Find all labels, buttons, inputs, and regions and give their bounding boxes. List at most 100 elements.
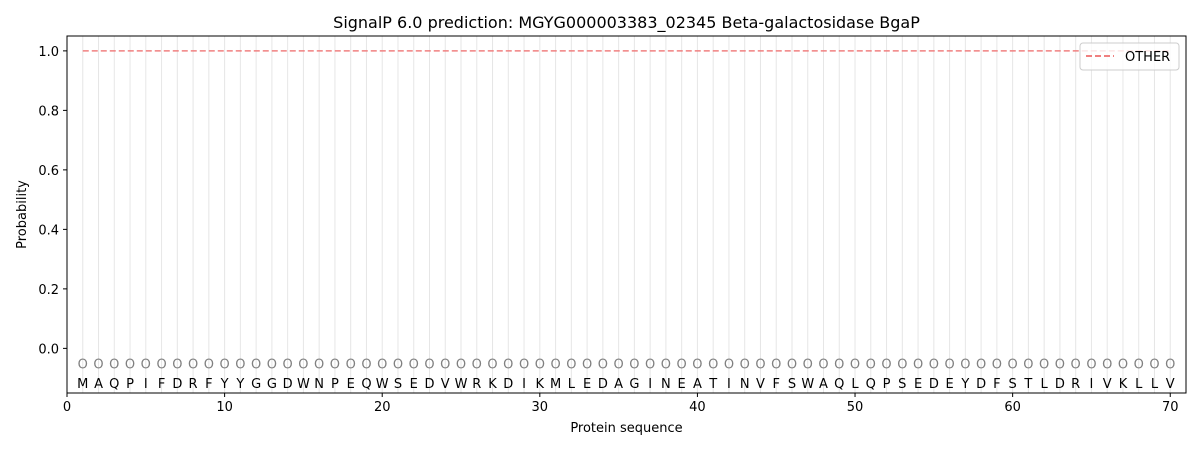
- region-label: O: [156, 357, 166, 372]
- residue-label: W: [297, 377, 310, 392]
- residue-label: L: [851, 377, 859, 392]
- x-tick-label: 0: [63, 400, 71, 415]
- region-label: O: [1039, 357, 1049, 372]
- residue-label: M: [550, 377, 561, 392]
- region-label: O: [78, 357, 88, 372]
- region-label: O: [1071, 357, 1081, 372]
- region-label: O: [740, 357, 750, 372]
- y-tick-label: 0.0: [38, 342, 59, 357]
- residue-label: V: [1166, 377, 1175, 392]
- region-label: O: [125, 357, 135, 372]
- region-label: O: [172, 357, 182, 372]
- residue-label: S: [898, 377, 906, 392]
- y-axis-ticks: 0.0 0.2 0.4 0.6 0.8 1.0: [38, 45, 67, 357]
- region-label: O: [346, 357, 356, 372]
- residue-label: F: [772, 377, 779, 392]
- residue-label: E: [347, 377, 355, 392]
- region-label: O: [692, 357, 702, 372]
- region-label: O: [1102, 357, 1112, 372]
- residue-label: A: [614, 377, 623, 392]
- region-label: O: [251, 357, 261, 372]
- y-axis-label: Probability: [15, 180, 30, 249]
- residue-label: Q: [866, 377, 876, 392]
- residue-label: D: [424, 377, 434, 392]
- residue-label: K: [488, 377, 497, 392]
- region-label: O: [519, 357, 529, 372]
- residue-label: F: [205, 377, 212, 392]
- residue-label: Q: [109, 377, 119, 392]
- residue-label: Y: [235, 377, 244, 392]
- region-label: O: [787, 357, 797, 372]
- residue-label: L: [1151, 377, 1159, 392]
- residue-label: R: [1071, 377, 1080, 392]
- x-tick-label: 70: [1162, 400, 1179, 415]
- region-label: O: [850, 357, 860, 372]
- residue-label: D: [283, 377, 293, 392]
- region-label: O: [1149, 357, 1159, 372]
- residue-label: S: [788, 377, 796, 392]
- region-label: O: [866, 357, 876, 372]
- region-label: O: [456, 357, 466, 372]
- residue-label: D: [503, 377, 513, 392]
- region-label: O: [629, 357, 639, 372]
- residue-grid: [82, 36, 1171, 393]
- region-label: O: [929, 357, 939, 372]
- region-label: O: [897, 357, 907, 372]
- residue-label: N: [314, 377, 324, 392]
- residue-label: E: [583, 377, 591, 392]
- residue-label: L: [1135, 377, 1143, 392]
- region-label: O: [424, 357, 434, 372]
- residue-label: K: [1119, 377, 1128, 392]
- residue-label: A: [94, 377, 103, 392]
- x-tick-label: 40: [689, 400, 706, 415]
- residue-label: Q: [361, 377, 371, 392]
- region-label: O: [818, 357, 828, 372]
- residue-label: I: [144, 377, 148, 392]
- x-tick-label: 20: [374, 400, 391, 415]
- residue-label: R: [189, 377, 198, 392]
- residue-label: D: [1055, 377, 1065, 392]
- region-label: O: [109, 357, 119, 372]
- region-label: O: [361, 357, 371, 372]
- residue-label: V: [756, 377, 765, 392]
- region-label: O: [204, 357, 214, 372]
- x-axis-ticks: 0 10 20 30 40 50 60 70: [63, 393, 1179, 415]
- residue-label: I: [1090, 377, 1094, 392]
- residue-label: Y: [960, 377, 969, 392]
- residue-label: I: [727, 377, 731, 392]
- residue-label: T: [708, 377, 717, 392]
- residue-label: E: [678, 377, 686, 392]
- region-label: O: [645, 357, 655, 372]
- x-tick-label: 50: [847, 400, 864, 415]
- plot-frame: [66, 35, 1187, 394]
- residue-label: V: [441, 377, 450, 392]
- region-label: O: [219, 357, 229, 372]
- region-label: O: [235, 357, 245, 372]
- residue-label: E: [914, 377, 922, 392]
- region-label: O: [487, 357, 497, 372]
- residue-label: W: [376, 377, 389, 392]
- y-tick-label: 0.6: [38, 164, 59, 179]
- region-label: O: [188, 357, 198, 372]
- residue-label: L: [1041, 377, 1049, 392]
- residue-label: I: [648, 377, 652, 392]
- residue-label: P: [331, 377, 339, 392]
- residue-label: V: [1103, 377, 1112, 392]
- y-tick-label: 0.4: [38, 223, 59, 238]
- legend-label-other: OTHER: [1125, 50, 1170, 65]
- region-label: O: [377, 357, 387, 372]
- residue-label: N: [661, 377, 671, 392]
- residue-label: G: [629, 377, 639, 392]
- region-label: O: [881, 357, 891, 372]
- region-label: O: [992, 357, 1002, 372]
- residue-label: D: [598, 377, 608, 392]
- x-tick-label: 60: [1004, 400, 1021, 415]
- residue-label: A: [819, 377, 828, 392]
- residue-label: F: [993, 377, 1000, 392]
- region-label: O: [409, 357, 419, 372]
- region-label: O: [1134, 357, 1144, 372]
- y-tick-label: 1.0: [38, 45, 59, 60]
- region-label: O: [566, 357, 576, 372]
- region-label: O: [614, 357, 624, 372]
- region-label: O: [440, 357, 450, 372]
